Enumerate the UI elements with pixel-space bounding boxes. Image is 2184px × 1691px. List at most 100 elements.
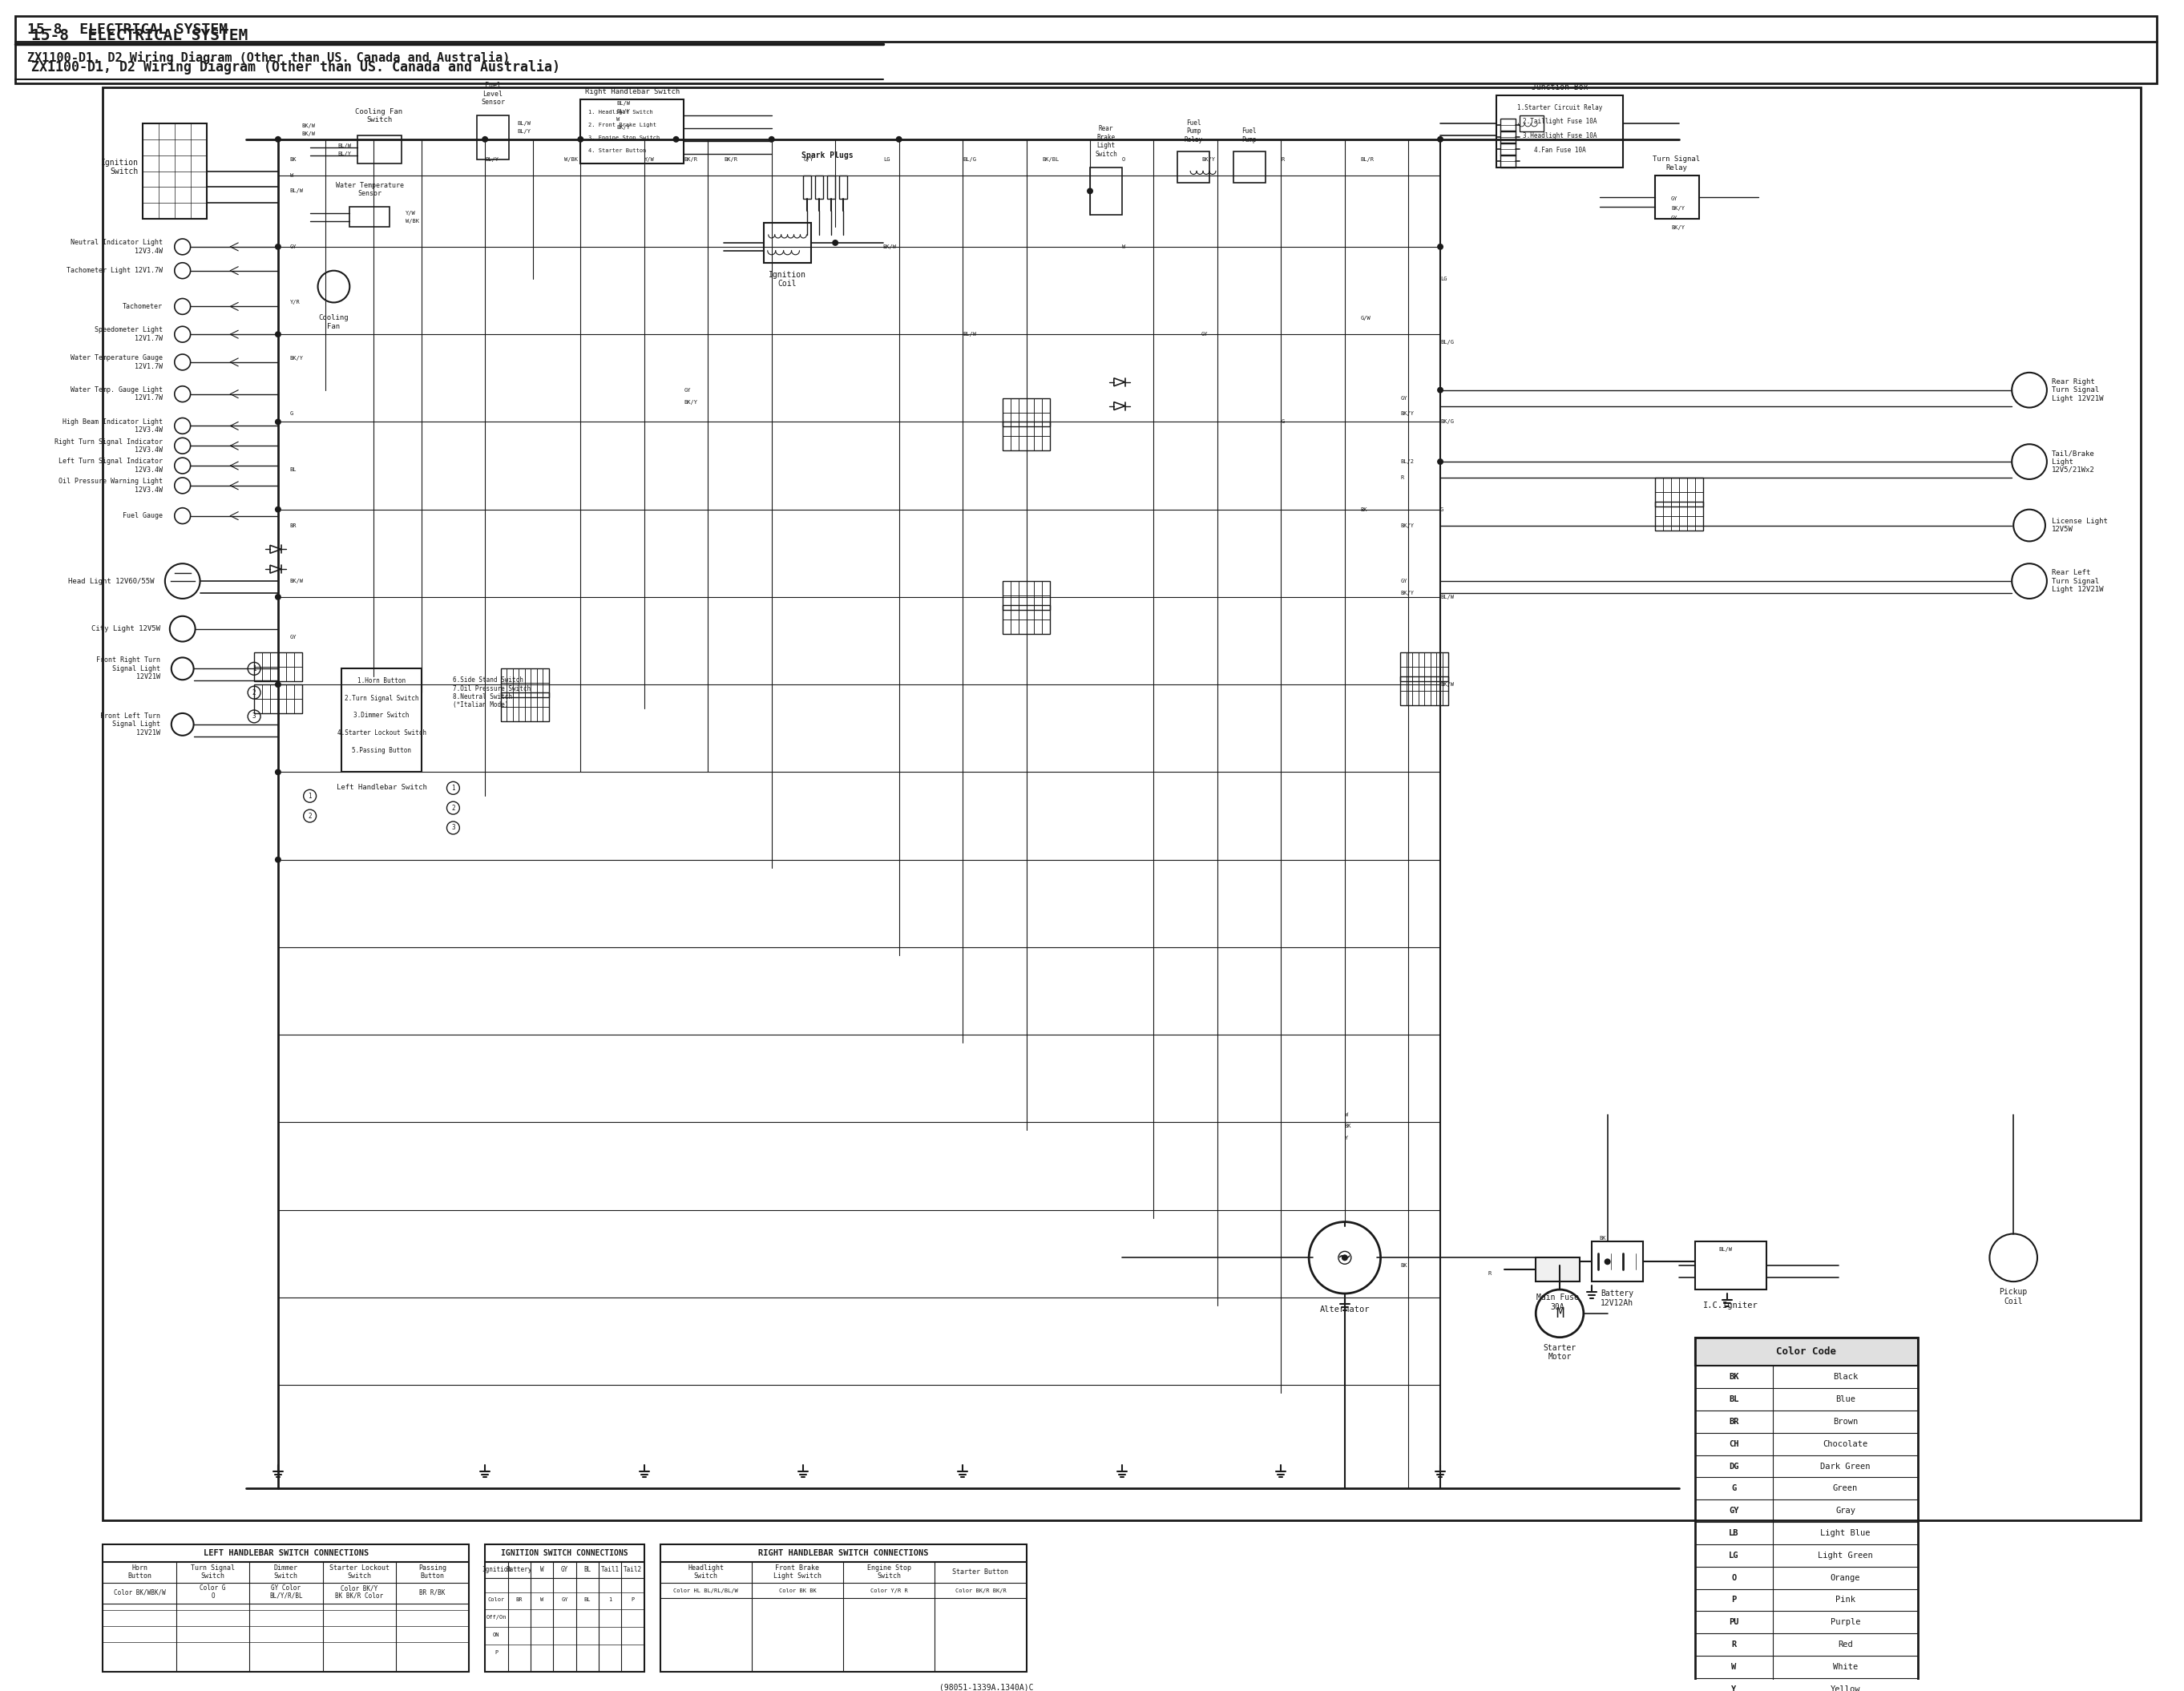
Text: BK/R: BK/R (723, 157, 738, 162)
Bar (1686, 492, 1695, 506)
Text: Fuel
Level
Sensor: Fuel Level Sensor (480, 81, 505, 107)
Bar (277, 685, 286, 698)
Text: 3. Engine Stop Switch: 3. Engine Stop Switch (587, 135, 660, 140)
Bar (1655, 502, 1704, 531)
Bar (542, 668, 548, 683)
Bar (1695, 516, 1704, 531)
Bar (1035, 436, 1042, 450)
Text: BL/G: BL/G (963, 157, 976, 162)
Text: 3: 3 (253, 714, 256, 720)
Text: G: G (290, 411, 293, 416)
Bar (1413, 666, 1417, 681)
Text: Starter Button: Starter Button (952, 1569, 1009, 1576)
Text: Cooling Fan
Switch: Cooling Fan Switch (356, 108, 402, 123)
Text: G/W: G/W (1361, 316, 1372, 321)
Text: BK: BK (290, 157, 297, 162)
Bar (815, 176, 823, 200)
Bar (537, 668, 542, 683)
Bar (1018, 421, 1026, 436)
Bar (286, 685, 295, 698)
Text: W/BK: W/BK (406, 218, 419, 223)
Bar (1035, 605, 1042, 619)
Bar (103, 1544, 470, 1672)
Bar (262, 653, 271, 666)
Bar (1441, 653, 1448, 666)
Bar (537, 707, 542, 720)
Text: BL/W: BL/W (339, 144, 352, 149)
Bar (1002, 436, 1011, 450)
Bar (1424, 666, 1431, 681)
Text: Tachometer Light 12V1.7W: Tachometer Light 12V1.7W (66, 267, 162, 274)
Bar (1664, 516, 1671, 531)
Text: Turn Signal
Switch: Turn Signal Switch (190, 1564, 236, 1579)
Text: 1: 1 (308, 793, 312, 800)
Text: Chocolate: Chocolate (1824, 1441, 1867, 1447)
Bar (531, 707, 537, 720)
Circle shape (275, 331, 282, 338)
Text: BK/Y: BK/Y (684, 399, 697, 404)
Bar (1002, 421, 1051, 450)
Bar (1026, 397, 1035, 413)
Text: M: M (1555, 1305, 1564, 1321)
Bar (1400, 666, 1406, 681)
Text: IGNITION SWITCH CONNECTIONS: IGNITION SWITCH CONNECTIONS (500, 1549, 629, 1557)
Text: O: O (212, 1593, 214, 1600)
Text: R: R (1487, 1272, 1492, 1277)
Bar (531, 668, 537, 683)
Text: License Light
12V5W: License Light 12V5W (2051, 517, 2108, 533)
Text: Ignition: Ignition (480, 1566, 511, 1573)
Text: ZX1100-D1, D2 Wiring Diagram (Other than US. Canada and Australia): ZX1100-D1, D2 Wiring Diagram (Other than… (26, 51, 509, 64)
Bar (1406, 653, 1413, 666)
Text: P: P (631, 1598, 636, 1603)
Text: Color BK/R BK/R: Color BK/R BK/R (954, 1588, 1007, 1593)
Text: High Beam Indicator Light
12V3.4W: High Beam Indicator Light 12V3.4W (63, 418, 162, 433)
Text: Main Fuse
30A: Main Fuse 30A (1535, 1294, 1579, 1311)
Text: Gray: Gray (1835, 1507, 1856, 1515)
Bar (1431, 676, 1437, 692)
Bar (1026, 436, 1035, 450)
Bar (524, 693, 531, 707)
Bar (1002, 582, 1051, 610)
Bar (1002, 619, 1011, 634)
Text: W: W (1345, 1113, 1348, 1116)
Text: Light Green: Light Green (1817, 1551, 1874, 1559)
Text: R: R (1732, 1640, 1736, 1649)
Bar (253, 653, 301, 681)
Text: 4. Starter Button: 4. Starter Button (587, 149, 646, 152)
Text: (98051-1339A.1340A)C: (98051-1339A.1340A)C (939, 1684, 1033, 1691)
Bar (1437, 653, 1441, 666)
Text: BR R/BK: BR R/BK (419, 1588, 446, 1596)
Bar (262, 666, 271, 681)
Text: BK: BK (1730, 1373, 1738, 1382)
Bar (295, 698, 301, 714)
Circle shape (275, 681, 282, 688)
Bar (1655, 477, 1664, 492)
Bar (1664, 477, 1671, 492)
Text: W: W (1123, 245, 1125, 249)
Bar (542, 707, 548, 720)
Bar (1500, 142, 1516, 156)
Text: BL/Y: BL/Y (518, 129, 531, 134)
Text: Y: Y (1732, 1686, 1736, 1691)
Bar (513, 707, 520, 720)
Bar (1026, 605, 1035, 619)
Text: Rear Left
Turn Signal
Light 12V21W: Rear Left Turn Signal Light 12V21W (2051, 570, 2103, 594)
Bar (1026, 582, 1035, 595)
Circle shape (895, 135, 902, 142)
Bar (1042, 595, 1051, 610)
Text: 6.Side Stand Switch
7.Oil Pressure Switch
8.Neutral Switch
(*Italian Mode): 6.Side Stand Switch 7.Oil Pressure Switc… (452, 676, 531, 709)
Text: Speedometer Light
12V1.7W: Speedometer Light 12V1.7W (94, 326, 162, 342)
Bar (485, 1544, 644, 1672)
Circle shape (275, 419, 282, 424)
Bar (1035, 595, 1042, 610)
Text: RIGHT HANDLEBAR SWITCH CONNECTIONS: RIGHT HANDLEBAR SWITCH CONNECTIONS (758, 1549, 928, 1557)
Bar (1417, 666, 1424, 681)
Text: BL/G: BL/G (1439, 340, 1455, 345)
Text: BL: BL (583, 1566, 592, 1573)
Bar (1679, 502, 1686, 516)
Bar (500, 707, 507, 720)
Text: BK/R: BK/R (684, 157, 697, 162)
Bar (277, 698, 286, 714)
Text: 3.Dimmer Switch: 3.Dimmer Switch (354, 712, 408, 719)
Bar (262, 698, 271, 714)
